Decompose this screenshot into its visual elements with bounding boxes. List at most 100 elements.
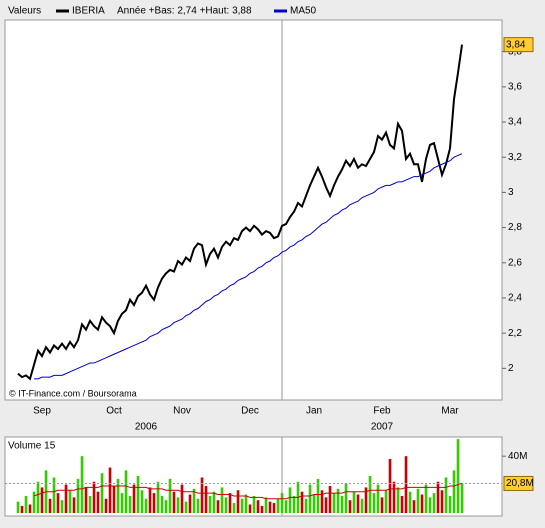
volume-bar <box>208 495 212 513</box>
volume-bar <box>396 487 400 513</box>
volume-bar <box>268 501 272 513</box>
volume-bar <box>424 484 428 513</box>
volume-bar <box>192 488 196 513</box>
legend-label: IBERIA <box>72 6 105 17</box>
volume-bar <box>344 483 348 513</box>
volume-bar <box>160 495 164 513</box>
volume-bar <box>196 498 200 513</box>
volume-bar <box>96 491 100 513</box>
volume-bar <box>88 495 92 513</box>
price-plot <box>4 19 503 401</box>
volume-bar <box>288 487 292 513</box>
volume-bar <box>228 493 232 513</box>
volume-bar <box>236 490 240 513</box>
volume-bar <box>112 486 116 513</box>
volume-bar <box>20 505 24 513</box>
last-value-box <box>503 475 534 491</box>
volume-bar <box>164 500 168 513</box>
volume-bar <box>452 470 456 513</box>
series-line <box>34 153 463 380</box>
volume-bar <box>212 491 216 513</box>
y-tick-label: 3 <box>508 187 514 198</box>
volume-bar <box>380 497 384 513</box>
y-tick-label: 2,4 <box>508 293 522 304</box>
volume-bar <box>404 456 408 513</box>
volume-bar <box>316 478 320 513</box>
volume-bar <box>216 500 220 513</box>
volume-bar <box>84 487 88 513</box>
volume-bar <box>248 504 252 513</box>
volume-bar <box>68 490 72 513</box>
volume-bar <box>232 503 236 513</box>
y-tick-label: 3,4 <box>508 117 522 128</box>
x-tick-label: Feb <box>373 406 391 417</box>
range-note: Année +Bas: 2,74 +Haut: 3,88 <box>117 6 252 17</box>
volume-bar <box>64 484 68 513</box>
volume-bar <box>340 495 344 513</box>
volume-bar <box>320 490 324 513</box>
volume-bar <box>52 477 56 513</box>
x-tick-label: Sep <box>33 406 51 417</box>
volume-bar <box>156 481 160 513</box>
volume-bar <box>428 497 432 513</box>
legend-header: Valeurs <box>8 6 41 17</box>
volume-bar <box>252 495 256 513</box>
volume-bar <box>200 477 204 513</box>
volume-bar <box>188 494 192 513</box>
volume-bar <box>460 483 464 513</box>
volume-bar <box>432 493 436 513</box>
year-label: 2006 <box>135 422 158 433</box>
x-tick-label: Dec <box>241 406 259 417</box>
volume-bar <box>324 497 328 513</box>
volume-bar <box>132 484 136 513</box>
volume-bar <box>204 486 208 513</box>
volume-bar <box>124 470 128 513</box>
volume-bar <box>284 500 288 513</box>
volume-bar <box>24 495 28 513</box>
volume-bar <box>364 487 368 513</box>
volume-bar <box>28 504 32 513</box>
volume-bar <box>304 498 308 513</box>
series-line <box>17 44 463 381</box>
volume-bar <box>392 481 396 513</box>
volume-bar <box>420 494 424 513</box>
volume-bar <box>272 503 276 513</box>
volume-bar <box>48 498 52 513</box>
volume-bar <box>276 498 280 513</box>
volume-bar <box>80 456 84 513</box>
y-tick-label: 2 <box>508 363 514 374</box>
volume-bar <box>180 484 184 513</box>
volume-bar <box>412 500 416 513</box>
volume-bar <box>176 497 180 513</box>
volume-bar <box>56 493 60 513</box>
volume-bar <box>408 491 412 513</box>
volume-bar <box>148 487 152 513</box>
volume-bar <box>332 493 336 513</box>
volume-bar <box>240 498 244 513</box>
volume-bar <box>184 501 188 513</box>
source-note: © IT-Finance.com / Boursorama <box>9 388 137 398</box>
volume-bar <box>224 497 228 513</box>
y-tick-label: 3,2 <box>508 152 522 163</box>
last-value-box <box>503 37 534 53</box>
series-line <box>33 482 463 500</box>
volume-title: Volume 15 <box>8 441 56 452</box>
volume-bar <box>440 490 444 513</box>
volume-bar <box>300 491 304 513</box>
volume-bar <box>388 459 392 513</box>
volume-bar <box>260 505 264 513</box>
x-tick-label: Jan <box>306 406 322 417</box>
volume-bar <box>152 493 156 513</box>
volume-bar <box>168 478 172 513</box>
last-value-label: 3,84 <box>506 39 526 50</box>
y-tick-label: 2,8 <box>508 222 522 233</box>
volume-bar <box>32 491 36 513</box>
volume-bar <box>76 478 80 513</box>
volume-bar <box>352 491 356 513</box>
volume-bar <box>416 488 420 513</box>
volume-bar <box>360 498 364 513</box>
y-tick-label: 2,2 <box>508 328 522 339</box>
volume-bar <box>244 494 248 513</box>
volume-bar <box>328 486 332 513</box>
